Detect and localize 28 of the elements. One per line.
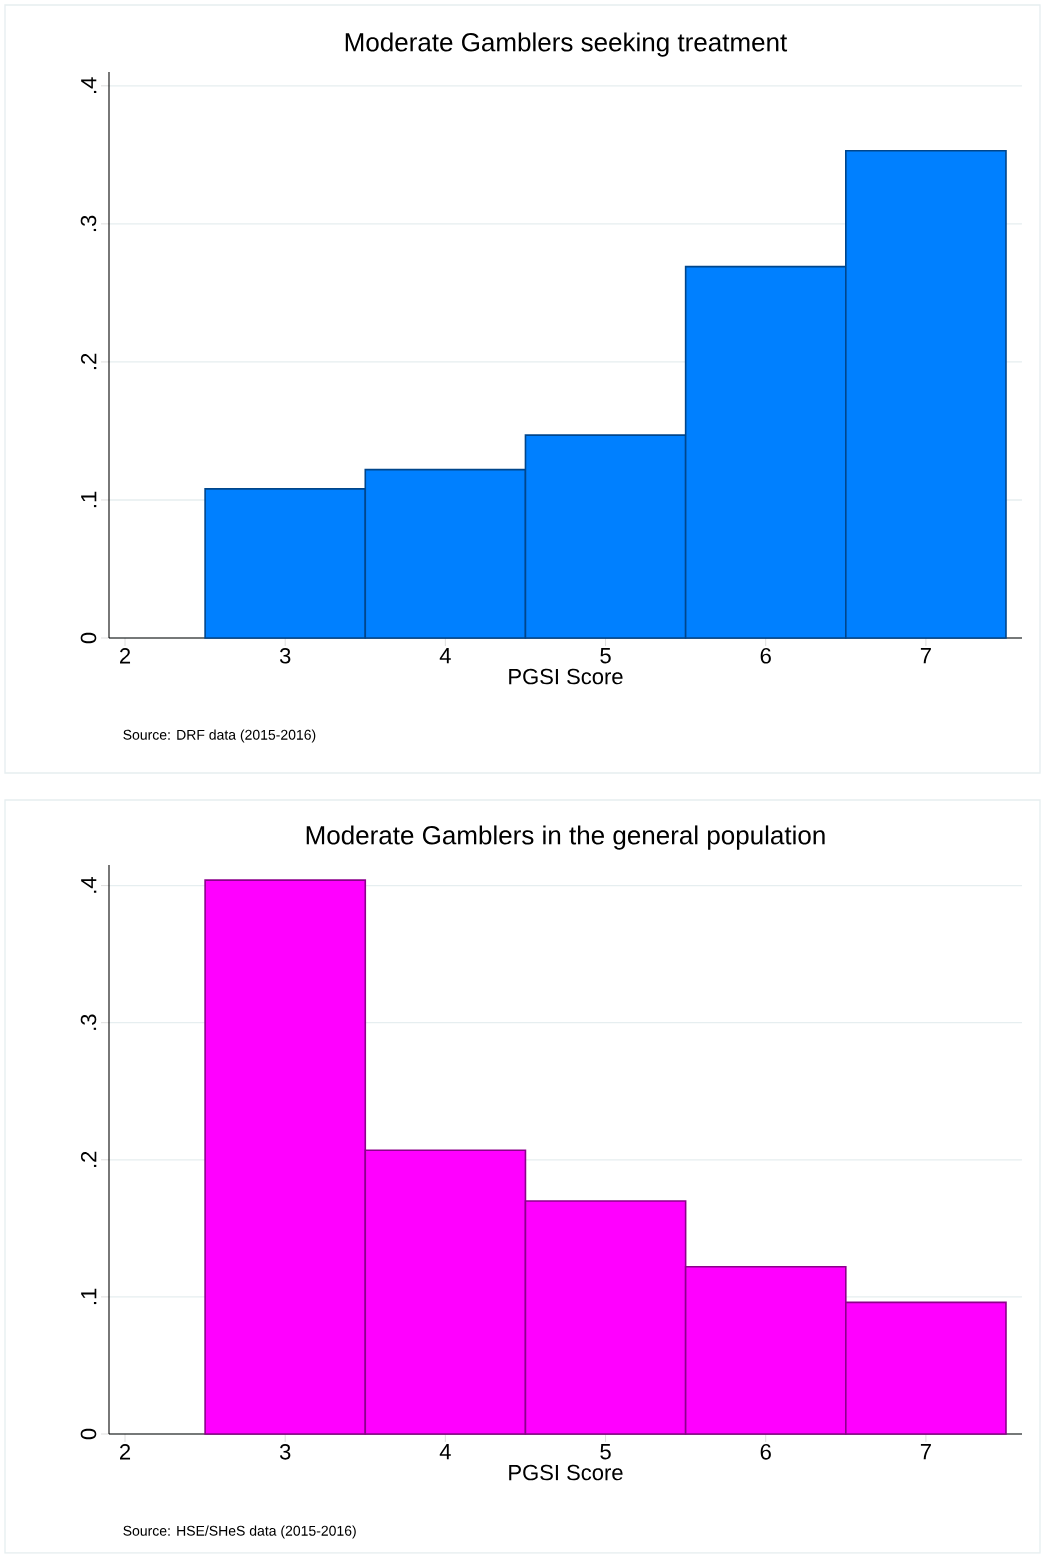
y-tick-label: .3 [80,1014,97,1030]
y-tick-label: .2 [80,353,97,370]
y-tick-label: .4 [81,877,97,893]
y-tick-label: 0 [80,632,97,644]
source-note: Source: HSE/SHeS data (2015-2016) [123,1525,356,1539]
x-tick-label: 4 [439,1444,451,1460]
y-tick-label: .1 [81,491,97,508]
x-tick-label: 6 [760,1444,771,1460]
chart-title: Moderate Gamblers seeking treatment [345,32,788,57]
chart-title: Moderate Gamblers in the general population [306,825,825,850]
y-tick-label: 0 [80,1428,97,1440]
y-tick-label: .2 [80,1151,97,1167]
x-tick-label: 2 [120,648,131,664]
y-tick-label: .1 [81,1288,97,1305]
x-tick-label: 3 [279,1444,291,1460]
x-tick-label: 7 [920,648,931,664]
x-tick-label: 4 [439,648,451,664]
x-tick-label: 5 [600,648,611,664]
y-tick-label: .3 [80,215,97,232]
x-tick-label: 2 [120,1444,131,1460]
x-tick-label: 7 [920,1444,931,1460]
x-axis-title: PGSI Score [509,1464,623,1481]
x-tick-label: 3 [279,648,291,664]
source-note: Source: DRF data (2015-2016) [123,729,316,743]
x-tick-label: 6 [760,648,771,664]
x-tick-label: 5 [600,1444,611,1460]
x-axis-title: PGSI Score [509,668,623,685]
y-tick-label: .4 [81,77,97,93]
